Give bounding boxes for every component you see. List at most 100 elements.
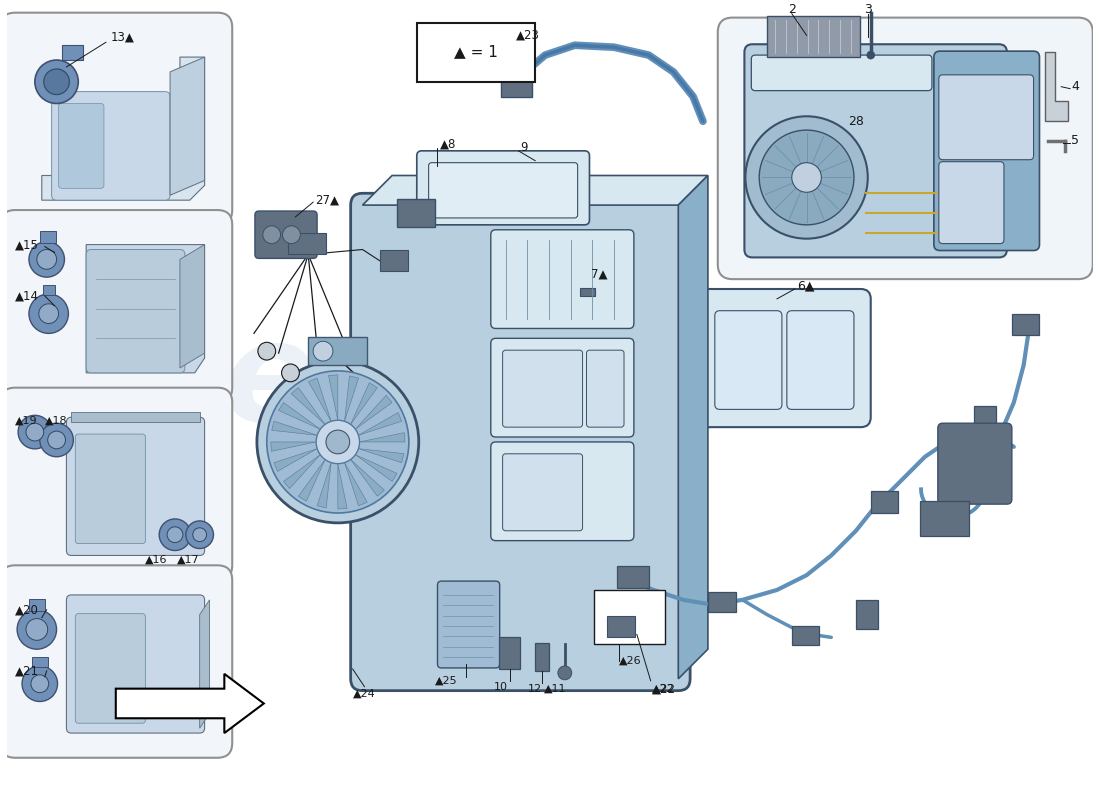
- FancyBboxPatch shape: [938, 162, 1004, 243]
- FancyBboxPatch shape: [438, 581, 499, 668]
- Text: europ: europ: [223, 315, 680, 450]
- FancyBboxPatch shape: [75, 614, 145, 723]
- FancyBboxPatch shape: [938, 75, 1034, 160]
- Text: ▲22: ▲22: [651, 682, 675, 695]
- Polygon shape: [355, 454, 397, 482]
- Circle shape: [35, 60, 78, 103]
- Bar: [975, 406, 997, 434]
- Polygon shape: [679, 175, 708, 678]
- Bar: [708, 592, 736, 612]
- Bar: [29, 599, 45, 610]
- FancyBboxPatch shape: [934, 51, 1040, 250]
- Text: ▲14: ▲14: [15, 290, 40, 302]
- Polygon shape: [200, 600, 209, 728]
- Text: 13▲: 13▲: [111, 31, 134, 44]
- Circle shape: [31, 675, 48, 693]
- FancyBboxPatch shape: [75, 434, 145, 544]
- Polygon shape: [72, 412, 200, 422]
- Polygon shape: [308, 378, 331, 422]
- Circle shape: [167, 527, 183, 542]
- Bar: [580, 288, 595, 296]
- Text: 27▲: 27▲: [315, 194, 339, 206]
- Circle shape: [26, 618, 47, 640]
- Circle shape: [282, 364, 299, 382]
- Circle shape: [257, 361, 419, 523]
- Circle shape: [47, 431, 66, 449]
- Polygon shape: [170, 57, 205, 195]
- Circle shape: [40, 423, 74, 457]
- FancyBboxPatch shape: [503, 454, 583, 530]
- Bar: [308, 338, 367, 365]
- Polygon shape: [180, 245, 205, 368]
- Polygon shape: [271, 442, 316, 451]
- FancyBboxPatch shape: [715, 310, 782, 410]
- FancyBboxPatch shape: [52, 92, 170, 200]
- FancyBboxPatch shape: [718, 18, 1092, 279]
- Polygon shape: [359, 449, 404, 462]
- Text: 4: 4: [1071, 80, 1079, 93]
- FancyBboxPatch shape: [429, 162, 578, 218]
- Circle shape: [186, 521, 213, 549]
- Polygon shape: [355, 395, 392, 429]
- Polygon shape: [292, 388, 326, 424]
- FancyBboxPatch shape: [745, 44, 1006, 258]
- Polygon shape: [42, 57, 205, 200]
- Polygon shape: [298, 459, 326, 502]
- Circle shape: [44, 69, 69, 94]
- FancyBboxPatch shape: [0, 210, 232, 402]
- Text: ▲22: ▲22: [652, 684, 675, 694]
- Text: ▲17: ▲17: [177, 554, 199, 564]
- Circle shape: [746, 116, 868, 238]
- Text: 9: 9: [520, 142, 528, 154]
- Polygon shape: [363, 175, 708, 205]
- Bar: [607, 616, 635, 638]
- FancyBboxPatch shape: [255, 211, 317, 258]
- Polygon shape: [338, 464, 348, 509]
- Text: a passion: a passion: [316, 468, 646, 534]
- Circle shape: [283, 226, 300, 243]
- FancyBboxPatch shape: [0, 13, 232, 225]
- Bar: [288, 233, 326, 254]
- Polygon shape: [86, 245, 205, 373]
- Circle shape: [192, 528, 207, 542]
- Bar: [1012, 314, 1040, 335]
- Circle shape: [257, 342, 276, 360]
- Text: ▲25: ▲25: [436, 676, 458, 686]
- FancyBboxPatch shape: [767, 16, 860, 57]
- Polygon shape: [278, 402, 320, 429]
- Circle shape: [326, 430, 350, 454]
- Bar: [536, 643, 549, 671]
- Circle shape: [263, 226, 280, 243]
- FancyBboxPatch shape: [0, 566, 232, 758]
- Bar: [62, 46, 84, 60]
- Polygon shape: [1045, 52, 1068, 122]
- Bar: [856, 600, 878, 630]
- Text: ▲21: ▲21: [15, 665, 40, 678]
- Circle shape: [29, 242, 65, 277]
- Text: 7▲: 7▲: [592, 268, 608, 281]
- Circle shape: [867, 51, 875, 59]
- FancyBboxPatch shape: [491, 338, 634, 437]
- FancyBboxPatch shape: [417, 151, 590, 225]
- Circle shape: [26, 423, 44, 441]
- Text: ▲16: ▲16: [145, 554, 168, 564]
- Text: ▲20: ▲20: [15, 603, 39, 616]
- Bar: [617, 566, 649, 588]
- Text: 6▲: 6▲: [796, 279, 814, 293]
- Bar: [920, 501, 969, 536]
- Circle shape: [314, 342, 333, 361]
- Bar: [381, 250, 408, 271]
- Polygon shape: [344, 376, 359, 422]
- Circle shape: [558, 666, 572, 680]
- FancyBboxPatch shape: [351, 194, 690, 690]
- Bar: [792, 626, 820, 646]
- FancyBboxPatch shape: [86, 250, 185, 373]
- Circle shape: [18, 610, 56, 649]
- Text: 12: 12: [528, 684, 542, 694]
- Circle shape: [759, 130, 854, 225]
- FancyBboxPatch shape: [751, 55, 932, 90]
- Circle shape: [22, 666, 57, 702]
- Bar: [594, 590, 666, 644]
- Circle shape: [18, 415, 52, 449]
- Polygon shape: [284, 454, 320, 489]
